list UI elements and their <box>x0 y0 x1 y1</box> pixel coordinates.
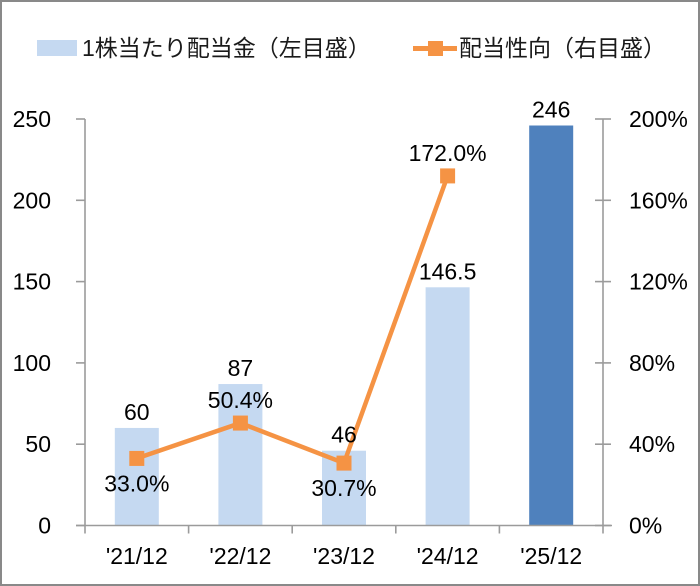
payout-line <box>136 175 450 467</box>
right-axis-tick-label: 160% <box>629 187 688 213</box>
left-axis-tick-label: 150 <box>13 269 51 295</box>
line-label: 172.0% <box>409 140 487 166</box>
right-axis-tick-label: 80% <box>629 350 675 376</box>
legend-item-payout-ratio: 配当性向（右目盛） <box>413 32 666 64</box>
bar-label: 60 <box>124 399 150 425</box>
bar-label: 46 <box>331 422 357 448</box>
line-label: 30.7% <box>311 475 376 501</box>
right-axis-tick-label: 200% <box>629 106 688 132</box>
legend-label-payout: 配当性向（右目盛） <box>459 35 666 61</box>
left-axis-tick-label: 200 <box>13 187 51 213</box>
line-label: 33.0% <box>104 470 169 496</box>
bar-label: 146.5 <box>419 258 477 284</box>
line-group <box>129 168 456 471</box>
right-axis-tick-label: 40% <box>629 431 675 457</box>
line-marker-'21/12 <box>129 450 145 466</box>
line-marker-'23/12 <box>336 455 352 471</box>
x-axis-category-label: '22/12 <box>209 543 271 569</box>
left-axis-tick-label: 50 <box>25 431 51 457</box>
right-axis-tick-label: 0% <box>629 513 662 539</box>
axes-group <box>76 118 612 534</box>
left-axis-tick-label: 100 <box>13 350 51 376</box>
right-axis-tick-label: 120% <box>629 269 688 295</box>
bar-label: 246 <box>532 97 570 123</box>
data-labels-group: 60 87 46 146.5 246 33.0% 50.4% 30.7% 172.0% 0 50 10… <box>13 97 688 569</box>
bars-group <box>114 125 574 526</box>
line-marker-'22/12 <box>232 415 248 431</box>
bar-'22/12 <box>218 384 263 526</box>
bar-series-swatch-icon <box>37 40 77 56</box>
x-axis-category-label: '21/12 <box>106 543 168 569</box>
legend-item-dividend-per-share: 1株当たり配当金（左目盛） <box>37 32 371 64</box>
legend-label-dividend: 1株当たり配当金（左目盛） <box>82 35 371 61</box>
x-axis-category-label: '23/12 <box>313 543 375 569</box>
chart-legend: 1株当たり配当金（左目盛） 配当性向（右目盛） <box>2 32 698 64</box>
bar-label: 87 <box>228 355 254 381</box>
bar-'24/12 <box>425 287 470 526</box>
line-series-swatch-icon <box>413 40 457 56</box>
line-swatch-marker <box>428 41 443 56</box>
x-axis-category-label: '24/12 <box>417 543 479 569</box>
bar-'25/12 <box>529 125 574 526</box>
left-axis-tick-label: 0 <box>38 513 51 539</box>
left-axis-tick-label: 250 <box>13 106 51 132</box>
line-marker-'24/12 <box>440 168 456 184</box>
line-label: 50.4% <box>208 387 273 413</box>
bar-'21/12 <box>114 427 159 526</box>
x-axis-category-label: '25/12 <box>520 543 582 569</box>
